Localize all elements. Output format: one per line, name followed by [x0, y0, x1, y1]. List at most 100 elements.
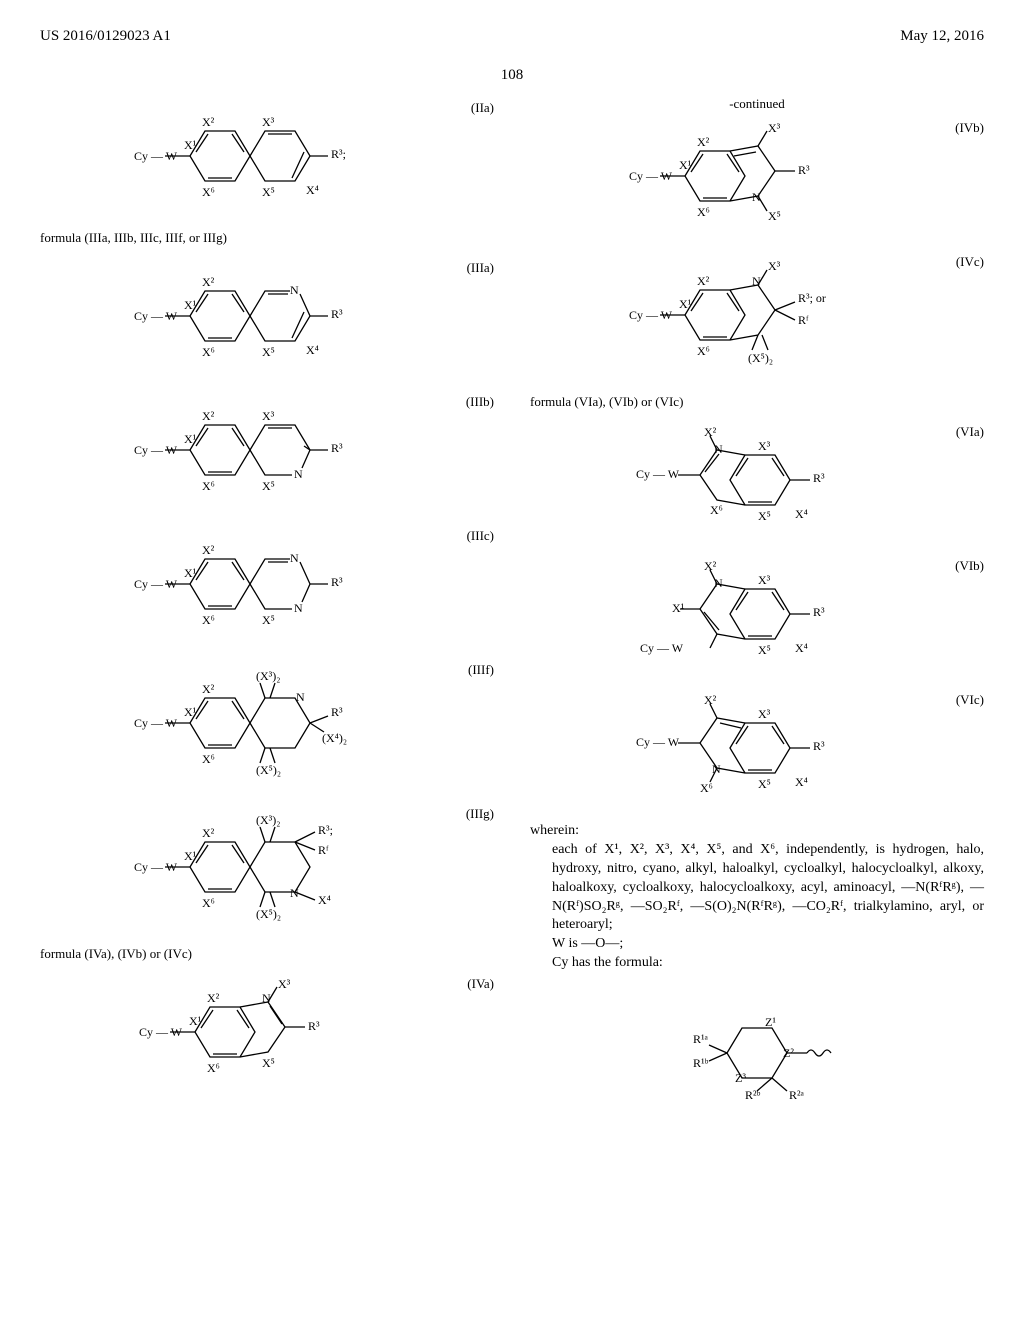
svg-text:X¹: X¹ — [672, 601, 685, 615]
structure-tag: (IVb) — [930, 116, 984, 136]
svg-text:X⁵: X⁵ — [262, 613, 275, 627]
wherein-line: wherein: — [530, 822, 984, 841]
svg-text:R³: R³ — [331, 705, 343, 719]
svg-text:R³;: R³; — [318, 823, 333, 837]
structure-tag: (VIa) — [930, 420, 984, 440]
two-column-layout: Cy — W X¹ X² X³ R³; X⁴ X⁵ X⁶ (IIa) formula (… — [40, 96, 984, 1113]
structure-IIIg: Cy — W X¹X² (X³)₂ R³;Rᶠ N X⁴ (X⁵)₂X⁶ (II… — [40, 802, 494, 932]
svg-text:R³: R³ — [813, 739, 825, 753]
svg-text:X⁴: X⁴ — [795, 507, 808, 521]
wherein-line: W is —O—; — [530, 935, 984, 954]
svg-text:X³: X³ — [758, 439, 771, 453]
svg-text:X²: X² — [207, 991, 220, 1005]
structure-svg: Cy — W X¹X² NX³ R³; orRᶠ (X⁵)₂X⁶ — [530, 250, 930, 380]
svg-text:R¹ᵃ: R¹ᵃ — [693, 1032, 709, 1046]
svg-text:N: N — [290, 886, 299, 900]
doc-number: US 2016/0129023 A1 — [40, 28, 171, 45]
structure-svg: Cy — W X¹X² NX³ R³ X⁵X⁶ — [40, 972, 440, 1092]
structure-IVb: Cy — W X¹X² X³ R³ NX⁵X⁶ (IVb) — [530, 116, 984, 236]
structure-IIIc: Cy — W X¹X² N R³ NX⁵X⁶ (IIIc) — [40, 524, 494, 644]
structure-tag: (IIa) — [440, 96, 494, 116]
svg-text:Cy — W: Cy — W — [134, 149, 178, 163]
svg-text:N: N — [296, 690, 305, 704]
structure-tag: (IIIc) — [440, 524, 494, 544]
svg-text:X³: X³ — [768, 259, 781, 273]
svg-text:Cy — W: Cy — W — [636, 735, 680, 749]
svg-text:X²: X² — [704, 425, 717, 439]
page-number: 108 — [40, 67, 984, 84]
structure-tag: (IIIg) — [440, 802, 494, 822]
svg-text:X³: X³ — [758, 573, 771, 587]
svg-text:R³; or: R³; or — [798, 291, 826, 305]
svg-text:Cy — W: Cy — W — [134, 309, 178, 323]
svg-text:Cy — W: Cy — W — [134, 860, 178, 874]
structure-IVa: Cy — W X¹X² NX³ R³ X⁵X⁶ (IVa) — [40, 972, 494, 1092]
structure-tag: (IIIb) — [440, 390, 494, 410]
wherein-line: Cy has the formula: — [530, 954, 984, 973]
wherein-block: wherein: each of X¹, X², X³, X⁴, X⁵, and… — [530, 822, 984, 973]
structure-svg: Cy — W X¹X² (X³)₂ R³;Rᶠ N X⁴ (X⁵)₂X⁶ — [40, 802, 440, 932]
svg-text:X²: X² — [697, 135, 710, 149]
formula-caption: formula (IIIa, IIIb, IIIc, IIIf, or IIIg… — [40, 230, 494, 246]
svg-text:Cy — W: Cy — W — [134, 716, 178, 730]
structure-svg: Cy — W X¹X²X³ R³ NX⁵X⁶ — [40, 390, 440, 510]
left-column: Cy — W X¹ X² X³ R³; X⁴ X⁵ X⁶ (IIa) formula (… — [40, 96, 494, 1113]
svg-text:X⁴: X⁴ — [318, 893, 331, 907]
svg-text:X²: X² — [202, 543, 215, 557]
svg-text:X⁶: X⁶ — [202, 613, 215, 627]
svg-text:N: N — [294, 601, 303, 615]
structure-svg: Cy — W X¹X²X³ R³; X⁴X⁵X⁶ — [40, 96, 440, 216]
structure-tag: (VIc) — [930, 688, 984, 708]
svg-text:X⁶: X⁶ — [207, 1061, 220, 1075]
svg-text:X⁵: X⁵ — [262, 185, 275, 199]
svg-text:R³: R³ — [308, 1019, 320, 1033]
svg-text:X⁶: X⁶ — [202, 185, 215, 199]
svg-text:X²: X² — [202, 826, 215, 840]
svg-text:Cy — W: Cy — W — [629, 308, 673, 322]
svg-text:X⁶: X⁶ — [697, 344, 710, 358]
structure-IIIa: Cy — W X¹X² N R³ X⁴X⁵X⁶ (IIIa) — [40, 256, 494, 376]
svg-text:X⁶: X⁶ — [202, 752, 215, 766]
wherein-line: each of X¹, X², X³, X⁴, X⁵, and X⁶, inde… — [530, 841, 984, 935]
svg-text:X¹: X¹ — [184, 705, 197, 719]
svg-text:Cy — W: Cy — W — [139, 1025, 183, 1039]
right-column: -continued Cy — W X¹X² X³ R³ NX⁵X⁶ (IVb)… — [530, 96, 984, 1113]
svg-text:Cy — W: Cy — W — [629, 169, 673, 183]
svg-text:X⁵: X⁵ — [262, 345, 275, 359]
structure-VIa: Cy — W NX² X³ R³ X⁴X⁵X⁶ (VIa) — [530, 420, 984, 540]
svg-text:R³: R³ — [813, 605, 825, 619]
svg-text:(X³)₂: (X³)₂ — [256, 669, 280, 683]
svg-text:(X⁵)₂: (X⁵)₂ — [256, 763, 281, 777]
svg-text:R²ᵇ: R²ᵇ — [745, 1088, 761, 1102]
formula-caption: formula (VIa), (VIb) or (VIc) — [530, 394, 984, 410]
svg-text:X³: X³ — [278, 977, 291, 991]
svg-text:X⁴: X⁴ — [795, 775, 808, 789]
svg-text:N: N — [294, 467, 303, 481]
svg-text:X²: X² — [202, 682, 215, 696]
svg-text:X³: X³ — [262, 409, 275, 423]
svg-text:R²ᵃ: R²ᵃ — [789, 1088, 805, 1102]
structure-svg: Cy — W X¹X² X³ R³ NX⁵X⁶ — [530, 116, 930, 236]
svg-text:Cy — W: Cy — W — [134, 577, 178, 591]
svg-text:X¹: X¹ — [184, 138, 197, 152]
svg-text:Cy — W: Cy — W — [134, 443, 178, 457]
svg-text:X¹: X¹ — [189, 1014, 202, 1028]
svg-text:X³: X³ — [768, 121, 781, 135]
svg-text:Rᶠ: Rᶠ — [318, 843, 329, 857]
svg-text:X¹: X¹ — [184, 432, 197, 446]
structure-svg: Cy — W X² X³ R³ X⁴X⁵ NX⁶ — [530, 688, 930, 808]
svg-text:(X³)₂: (X³)₂ — [256, 813, 280, 827]
svg-text:Z²: Z² — [783, 1046, 794, 1060]
document-header: US 2016/0129023 A1 May 12, 2016 — [40, 28, 984, 45]
structure-IIa: Cy — W X¹X²X³ R³; X⁴X⁵X⁶ (IIa) — [40, 96, 494, 216]
svg-text:X¹: X¹ — [184, 298, 197, 312]
svg-text:R³: R³ — [331, 441, 343, 455]
structure-tag: (VIb) — [930, 554, 984, 574]
formula-caption: formula (IVa), (IVb) or (IVc) — [40, 946, 494, 962]
svg-text:X⁴: X⁴ — [306, 343, 319, 357]
svg-text:X⁴: X⁴ — [795, 641, 808, 655]
svg-text:R¹ᵇ: R¹ᵇ — [693, 1056, 709, 1070]
svg-text:X³: X³ — [758, 707, 771, 721]
structure-VIb: X¹ Cy — W NX² X³ R³ X⁴X⁵ (VIb) — [530, 554, 984, 674]
svg-text:Z³: Z³ — [735, 1071, 746, 1085]
